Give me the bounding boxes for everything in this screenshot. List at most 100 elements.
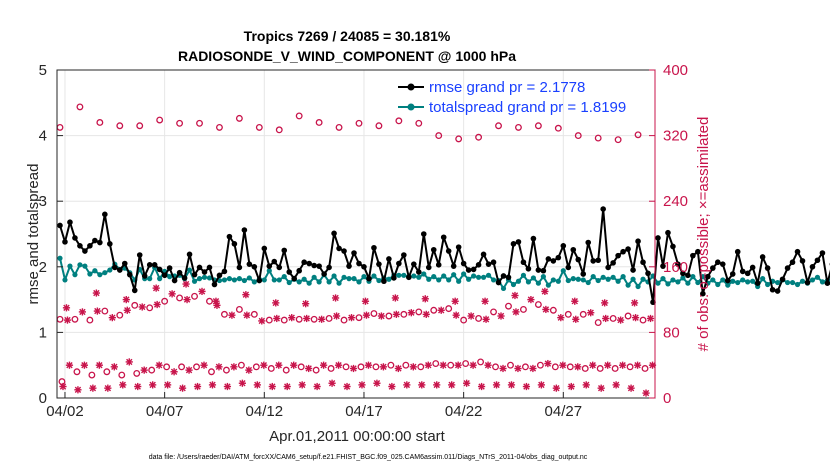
obs-assimilated-point — [320, 361, 328, 369]
obs-assimilated-point — [170, 368, 178, 376]
obs-assimilated-point — [63, 316, 72, 324]
rmse-point — [495, 279, 502, 286]
obs-possible-point — [435, 132, 443, 140]
totalspread-point — [620, 274, 626, 280]
obs-possible-point — [581, 365, 589, 372]
totalspread-point — [710, 277, 716, 283]
totalspread-point — [286, 279, 292, 286]
rmse-point — [351, 250, 357, 256]
rmse-point — [819, 250, 826, 256]
obs-assimilated-point — [223, 382, 232, 391]
rmse-point — [92, 237, 98, 244]
obs-assimilated-point — [587, 309, 595, 317]
totalspread-point — [62, 277, 68, 283]
obs-assimilated-point — [392, 310, 400, 318]
obs-possible-point — [235, 305, 243, 313]
obs-possible-point — [252, 363, 260, 371]
totalspread-point — [451, 272, 457, 278]
obs-possible-point — [554, 124, 562, 132]
totalspread-point — [77, 262, 83, 268]
rmse-point — [311, 262, 317, 269]
totalspread-point — [471, 273, 477, 279]
obs-possible-point — [370, 310, 378, 317]
obs-assimilated-point — [275, 361, 283, 369]
rmse-line — [59, 208, 830, 304]
totalspread-point — [685, 280, 691, 286]
obs-assimilated-point — [343, 382, 351, 391]
totalspread-point — [446, 277, 452, 283]
obs-possible-point — [327, 365, 335, 372]
obs-assimilated-point — [168, 290, 176, 298]
totalspread-point — [72, 272, 78, 278]
rmse-point — [425, 264, 432, 271]
obs-possible-point — [574, 132, 582, 140]
obs-possible-point — [505, 302, 512, 310]
totalspread-point — [740, 277, 746, 283]
obs-possible-point — [116, 122, 124, 130]
obs-assimilated-point — [303, 314, 311, 323]
obs-possible-point — [176, 119, 184, 127]
obs-assimilated-point — [182, 280, 190, 288]
obs-assimilated-point — [448, 381, 456, 389]
rmse-point — [759, 254, 766, 260]
rmse-point — [291, 275, 298, 282]
totalspread-point — [550, 277, 556, 283]
rmse-point — [161, 272, 168, 279]
obs-assimilated-point — [260, 361, 268, 369]
legend-rmse-marker — [407, 83, 415, 91]
totalspread-point — [461, 271, 467, 277]
rmse-point — [445, 248, 452, 254]
obs-assimilated-point — [78, 308, 87, 316]
obs-possible-point — [445, 305, 453, 313]
obs-assimilated-point — [104, 384, 112, 392]
obs-possible-point — [116, 311, 124, 319]
rmse-point — [675, 261, 681, 267]
rmse-point — [560, 243, 567, 249]
totalspread-point — [490, 277, 497, 283]
obs-assimilated-point — [418, 381, 426, 389]
obs-possible-point — [133, 369, 141, 377]
footnote: data file: /Users/raeder/DAI/ATM_forcXX/… — [149, 454, 588, 461]
obs-assimilated-point — [230, 363, 238, 371]
y-tick-label: 1 — [39, 324, 47, 341]
totalspread-point — [784, 279, 791, 286]
rmse-point — [670, 243, 676, 250]
obs-possible-point — [430, 306, 438, 314]
obs-assimilated-point — [602, 314, 610, 323]
rmse-point — [331, 230, 337, 237]
obs-assimilated-point — [119, 381, 127, 389]
totalspread-point — [670, 277, 676, 283]
rmse-point — [635, 238, 641, 245]
obs-possible-point — [477, 358, 485, 366]
y-tick-label-right: 160 — [663, 259, 688, 276]
obs-possible-point — [534, 122, 542, 130]
totalspread-point — [316, 279, 322, 285]
obs-possible-point — [564, 310, 572, 318]
obs-assimilated-point — [153, 300, 161, 309]
rmse-point — [749, 264, 756, 271]
rmse-point — [525, 265, 532, 272]
totalspread-point — [475, 274, 482, 280]
obs-assimilated-point — [571, 297, 579, 305]
totalspread-point — [301, 276, 307, 282]
obs-assimilated-point — [409, 363, 417, 371]
rmse-point — [719, 261, 726, 267]
totalspread-point — [401, 272, 407, 278]
totalspread-point — [500, 285, 507, 292]
obs-assimilated-point — [377, 312, 386, 320]
totalspread-point — [570, 276, 576, 282]
obs-possible-point — [267, 365, 275, 372]
x-axis-label: Apr.01,2011 00:00:00 start — [269, 428, 446, 445]
obs-possible-point — [579, 310, 587, 318]
rmse-point — [710, 265, 716, 271]
obs-possible-point — [220, 310, 228, 318]
obs-assimilated-point — [477, 382, 486, 391]
x-tick-label: 04/12 — [246, 403, 284, 420]
totalspread-point — [82, 263, 88, 269]
obs-possible-point — [237, 361, 245, 369]
obs-possible-point — [101, 307, 109, 315]
obs-assimilated-point — [631, 314, 640, 322]
totalspread-point — [680, 275, 686, 281]
rmse-point — [739, 268, 746, 275]
y-tick-label: 3 — [39, 193, 47, 210]
